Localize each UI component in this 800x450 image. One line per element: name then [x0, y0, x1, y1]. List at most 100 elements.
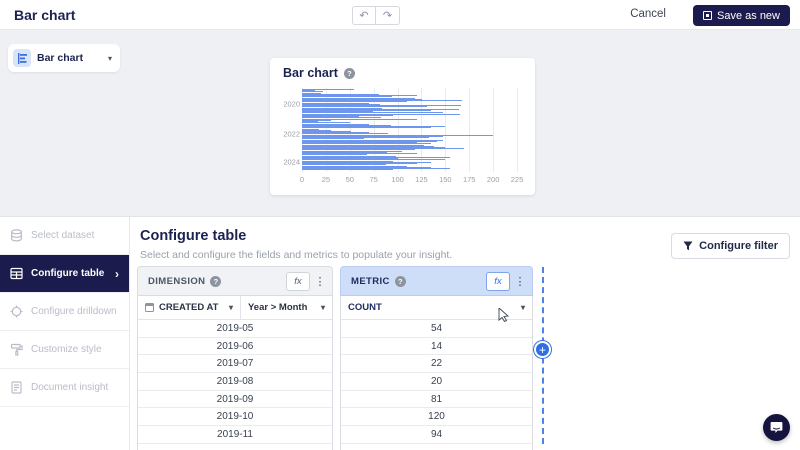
kebab-menu-icon[interactable]: ⋮ [514, 275, 526, 288]
bar [302, 151, 388, 153]
page-title: Bar chart [14, 7, 76, 23]
table-row[interactable]: 94 [341, 426, 532, 444]
sidebar-item-document-insight[interactable]: Document insight [0, 369, 129, 407]
x-tick-label: 150 [439, 175, 452, 184]
gridline [397, 88, 399, 172]
table-row[interactable] [138, 443, 332, 450]
dimension-field-row: CREATED AT ▾ Year > Month ▾ [137, 296, 333, 320]
x-tick-label: 50 [345, 175, 354, 184]
add-column-button[interactable]: + [534, 341, 551, 358]
bar [302, 116, 360, 118]
chat-launcher-button[interactable] [763, 414, 790, 441]
bar [302, 124, 391, 126]
metric-rows: 54 14 22 20 81 120 94 [340, 320, 533, 450]
bar [302, 144, 425, 146]
sidebar-item-configure-table[interactable]: Configure table › [0, 255, 129, 293]
bar [302, 130, 351, 132]
bar [302, 158, 398, 160]
table-row[interactable]: 20 [341, 373, 532, 391]
bar [302, 98, 423, 100]
configure-filter-button[interactable]: Configure filter [671, 233, 790, 259]
x-tick-label: 175 [462, 175, 476, 184]
bar-chart-plot [302, 88, 518, 172]
bar [302, 97, 415, 99]
table-row[interactable]: 2019-10 [138, 408, 332, 427]
gridline [517, 88, 518, 172]
help-icon[interactable]: ? [394, 275, 406, 287]
bar [302, 142, 417, 144]
help-icon[interactable]: ? [210, 275, 222, 287]
x-tick-label: 0 [299, 175, 305, 184]
filter-icon [683, 241, 693, 251]
redo-button[interactable]: ↷ [376, 6, 400, 25]
chevron-down-icon: ▾ [228, 303, 233, 312]
configure-filter-label: Configure filter [699, 240, 778, 252]
bar [302, 111, 373, 113]
dimension-granularity-select[interactable]: Year > Month ▾ [241, 296, 332, 319]
table-row[interactable]: 2019-11 [138, 426, 332, 444]
table-row[interactable] [341, 443, 532, 450]
bar [302, 90, 316, 92]
x-axis-labels: 0 25 50 75 100 125 150 175 200 225 [299, 175, 523, 185]
table-row[interactable]: 22 [341, 355, 532, 374]
table-row[interactable]: 14 [341, 337, 532, 356]
bar [302, 117, 382, 119]
bar [302, 161, 431, 163]
table-row[interactable]: 2019-08 [138, 373, 332, 391]
bar [302, 127, 431, 129]
x-tick-label: 100 [391, 175, 404, 184]
redo-icon: ↷ [382, 10, 393, 22]
save-icon [703, 11, 713, 20]
kebab-menu-icon[interactable]: ⋮ [314, 275, 326, 288]
paint-roller-icon [10, 343, 23, 356]
bar [302, 168, 451, 169]
bar [302, 169, 393, 171]
bar [302, 135, 444, 137]
sidebar-item-customize-style[interactable]: Customize style [0, 331, 129, 369]
chat-bubble-icon [770, 422, 783, 433]
bar [302, 160, 393, 162]
dimension-granularity-label: Year > Month [248, 302, 308, 313]
table-row[interactable]: 81 [341, 390, 532, 409]
bar [302, 129, 331, 131]
x-tick-label: 25 [321, 175, 331, 184]
cancel-button[interactable]: Cancel [630, 8, 666, 20]
save-as-new-button[interactable]: Save as new [693, 5, 790, 26]
bar [302, 93, 380, 95]
gridline [349, 88, 351, 172]
dimension-panel: DIMENSION ? fx ⋮ CREATED AT ▾ Year > Mon… [137, 266, 333, 450]
table-row[interactable]: 2019-07 [138, 355, 332, 374]
x-tick-label: 225 [510, 175, 524, 184]
dimension-fx-button[interactable]: fx [286, 271, 310, 291]
x-tick-label: 125 [415, 175, 428, 184]
x-tick-label: 200 [486, 175, 500, 184]
bar [302, 147, 446, 149]
gridline [445, 88, 447, 172]
y-tick-label: 2024 [283, 157, 300, 167]
undo-button[interactable]: ↶ [352, 6, 376, 25]
bar [302, 119, 331, 121]
bar [302, 138, 365, 140]
table-row[interactable]: 2019-09 [138, 390, 332, 409]
sidebar-item-select-dataset[interactable]: Select dataset [0, 217, 129, 255]
gridline [421, 88, 423, 172]
history-group: ↶ ↷ [352, 6, 400, 25]
metric-field-select[interactable]: COUNT ▾ [341, 296, 532, 319]
bar [302, 164, 387, 166]
dimension-field-select[interactable]: CREATED AT ▾ [138, 296, 241, 319]
table-row[interactable]: 120 [341, 408, 532, 427]
bar [302, 132, 369, 134]
chevron-right-icon: › [115, 266, 119, 281]
table-row[interactable]: 2019-05 [138, 320, 332, 338]
table-row[interactable]: 2019-06 [138, 337, 332, 356]
chevron-down-icon: ▾ [520, 303, 525, 312]
sidebar-item-configure-drilldown[interactable]: Configure drilldown [0, 293, 129, 331]
bar [302, 114, 393, 116]
table-row[interactable]: 54 [341, 320, 532, 338]
bar [302, 134, 494, 136]
help-icon[interactable]: ? [343, 67, 355, 79]
chart-type-selector[interactable]: Bar chart ▾ [8, 44, 120, 72]
metric-fx-button[interactable]: fx [486, 271, 510, 291]
mouse-cursor-icon [498, 306, 510, 327]
